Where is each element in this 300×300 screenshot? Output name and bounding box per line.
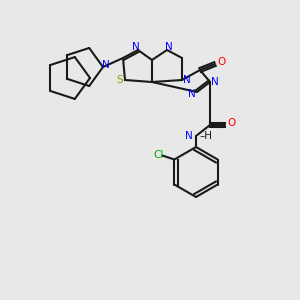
Text: –H: –H	[200, 131, 213, 141]
Text: O: O	[217, 57, 225, 67]
Text: N: N	[165, 42, 173, 52]
Text: N: N	[185, 131, 193, 141]
Text: N: N	[183, 75, 191, 85]
Text: N: N	[102, 60, 110, 70]
Text: N: N	[188, 89, 196, 99]
Text: S: S	[117, 75, 123, 85]
Text: N: N	[132, 42, 140, 52]
Text: O: O	[227, 118, 235, 128]
Text: N: N	[211, 77, 219, 87]
Text: Cl: Cl	[153, 151, 164, 160]
